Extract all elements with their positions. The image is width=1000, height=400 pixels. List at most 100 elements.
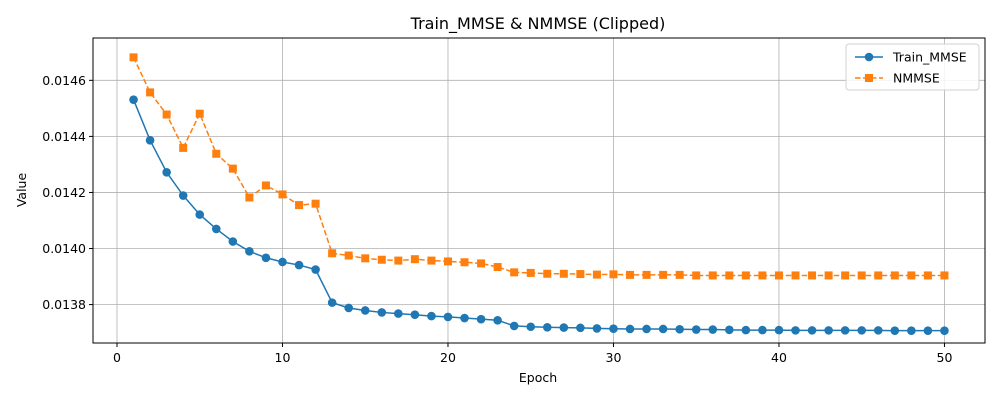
data-point xyxy=(576,270,585,279)
y-axis-title: Value xyxy=(14,173,29,208)
data-point xyxy=(559,269,568,278)
data-point xyxy=(741,271,750,280)
data-point xyxy=(758,271,767,280)
data-point xyxy=(443,257,452,266)
chart-title: Train_MMSE & NMMSE (Clipped) xyxy=(410,14,666,34)
data-point xyxy=(592,270,601,279)
data-point xyxy=(840,326,850,335)
data-point xyxy=(145,136,155,145)
y-axis: 0.0138 0.0140 0.0142 0.0144 0.0146 xyxy=(42,73,93,312)
data-point xyxy=(824,271,833,280)
data-point xyxy=(808,271,817,280)
data-point xyxy=(460,258,469,267)
data-point xyxy=(857,326,867,335)
data-point xyxy=(510,268,519,277)
data-point xyxy=(741,325,751,335)
data-point xyxy=(377,308,387,317)
data-point xyxy=(493,315,502,325)
legend: Train_MMSE NMMSE xyxy=(845,43,980,91)
data-point xyxy=(940,271,949,280)
data-point xyxy=(129,95,138,104)
series-nmmse xyxy=(129,53,949,280)
data-point xyxy=(146,88,155,97)
data-point xyxy=(427,256,436,265)
data-point xyxy=(162,167,171,177)
data-point xyxy=(873,326,883,335)
series-layer xyxy=(129,53,949,335)
data-point xyxy=(609,270,618,279)
legend-label: Train_MMSE xyxy=(892,50,967,65)
data-point xyxy=(460,313,469,323)
data-point xyxy=(162,110,171,119)
data-point xyxy=(328,249,337,258)
data-point xyxy=(675,324,684,334)
legend-entry: Train_MMSE xyxy=(855,50,967,65)
data-point xyxy=(211,224,221,234)
x-tick-label: 10 xyxy=(275,350,291,365)
data-point xyxy=(659,270,668,279)
x-tick-label: 50 xyxy=(937,350,953,365)
data-point xyxy=(228,164,237,173)
data-point xyxy=(841,271,850,280)
data-point xyxy=(377,255,386,264)
data-point xyxy=(410,255,419,264)
data-point xyxy=(360,306,370,315)
data-point xyxy=(874,271,883,280)
data-point xyxy=(609,324,618,334)
data-point xyxy=(476,314,486,324)
data-point xyxy=(261,181,270,190)
legend-entry: NMMSE xyxy=(855,71,940,86)
data-point xyxy=(526,268,535,277)
y-tick-label: 0.0146 xyxy=(42,73,86,88)
data-point xyxy=(327,298,337,307)
data-point xyxy=(807,326,817,335)
data-point xyxy=(394,256,403,265)
x-tick-label: 20 xyxy=(440,350,456,365)
plot-frame xyxy=(92,37,986,344)
legend-marker xyxy=(864,52,874,62)
y-tick-label: 0.0140 xyxy=(42,241,86,256)
y-tick-label: 0.0142 xyxy=(42,185,86,200)
data-point xyxy=(261,253,271,263)
x-tick-label: 30 xyxy=(606,350,622,365)
data-point xyxy=(890,326,900,335)
data-point xyxy=(542,323,552,332)
y-tick-label: 0.0138 xyxy=(42,297,86,312)
series-line-train-mmse xyxy=(132,99,945,332)
data-point xyxy=(592,324,602,333)
data-point xyxy=(278,257,287,267)
data-point xyxy=(195,210,205,219)
data-point xyxy=(675,270,684,279)
data-point xyxy=(228,237,238,246)
data-point xyxy=(311,265,320,274)
data-point xyxy=(410,310,420,319)
data-point xyxy=(907,326,916,335)
y-tick-label: 0.0144 xyxy=(42,129,86,144)
legend-label: NMMSE xyxy=(893,71,940,86)
data-point xyxy=(625,324,635,334)
data-point xyxy=(907,271,916,280)
legend-marker xyxy=(865,74,873,82)
data-point xyxy=(543,269,552,278)
data-point xyxy=(129,53,138,62)
data-point xyxy=(179,143,188,152)
x-axis-title: Epoch xyxy=(519,370,557,385)
data-point xyxy=(344,303,353,313)
data-point xyxy=(344,251,353,260)
data-point xyxy=(857,271,866,280)
data-point xyxy=(691,325,701,334)
data-point xyxy=(212,149,221,158)
data-point xyxy=(890,271,899,280)
data-point xyxy=(526,322,536,332)
data-point xyxy=(791,326,800,335)
data-point xyxy=(692,271,701,280)
data-point xyxy=(195,109,204,118)
x-axis: 0 10 20 30 40 50 xyxy=(113,343,952,365)
data-point xyxy=(294,260,304,270)
series-line-nmmse xyxy=(132,57,945,277)
data-point xyxy=(774,271,783,280)
data-point xyxy=(725,325,734,335)
data-point xyxy=(278,190,287,199)
data-point xyxy=(443,312,453,322)
data-point xyxy=(509,321,519,331)
